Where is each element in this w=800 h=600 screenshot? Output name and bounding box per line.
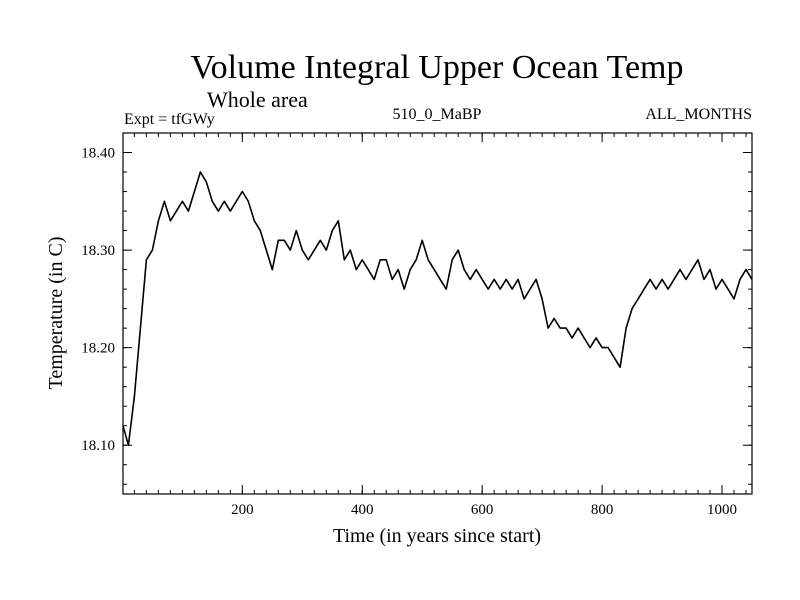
y-axis-label: Temperature (in C) [45, 237, 67, 390]
x-tick-label: 600 [471, 502, 494, 518]
axis-tick-labels: 200 400 600 800 1000 18.10 18.20 18.30 18.40 [81, 146, 737, 518]
temperature-series-line [122, 171, 753, 446]
plot-frame [122, 132, 753, 495]
run-label: 510_0_MaBP [393, 106, 482, 123]
months-label: ALL_MONTHS [645, 106, 752, 123]
x-tick-label: 1000 [707, 502, 737, 518]
y-tick-label: 18.10 [81, 438, 115, 454]
axis-ticks [123, 132, 752, 494]
y-tick-label: 18.20 [81, 341, 115, 357]
y-tick-label: 18.40 [81, 146, 115, 162]
expt-label: Expt = tfGWy [124, 111, 215, 128]
chart-title: Volume Integral Upper Ocean Temp [191, 49, 684, 86]
x-tick-label: 400 [351, 502, 374, 518]
x-tick-label: 200 [231, 502, 254, 518]
y-tick-label: 18.30 [81, 243, 115, 259]
chart-subtitle: Whole area [207, 87, 308, 112]
x-axis-label: Time (in years since start) [333, 525, 541, 547]
x-tick-label: 800 [591, 502, 614, 518]
